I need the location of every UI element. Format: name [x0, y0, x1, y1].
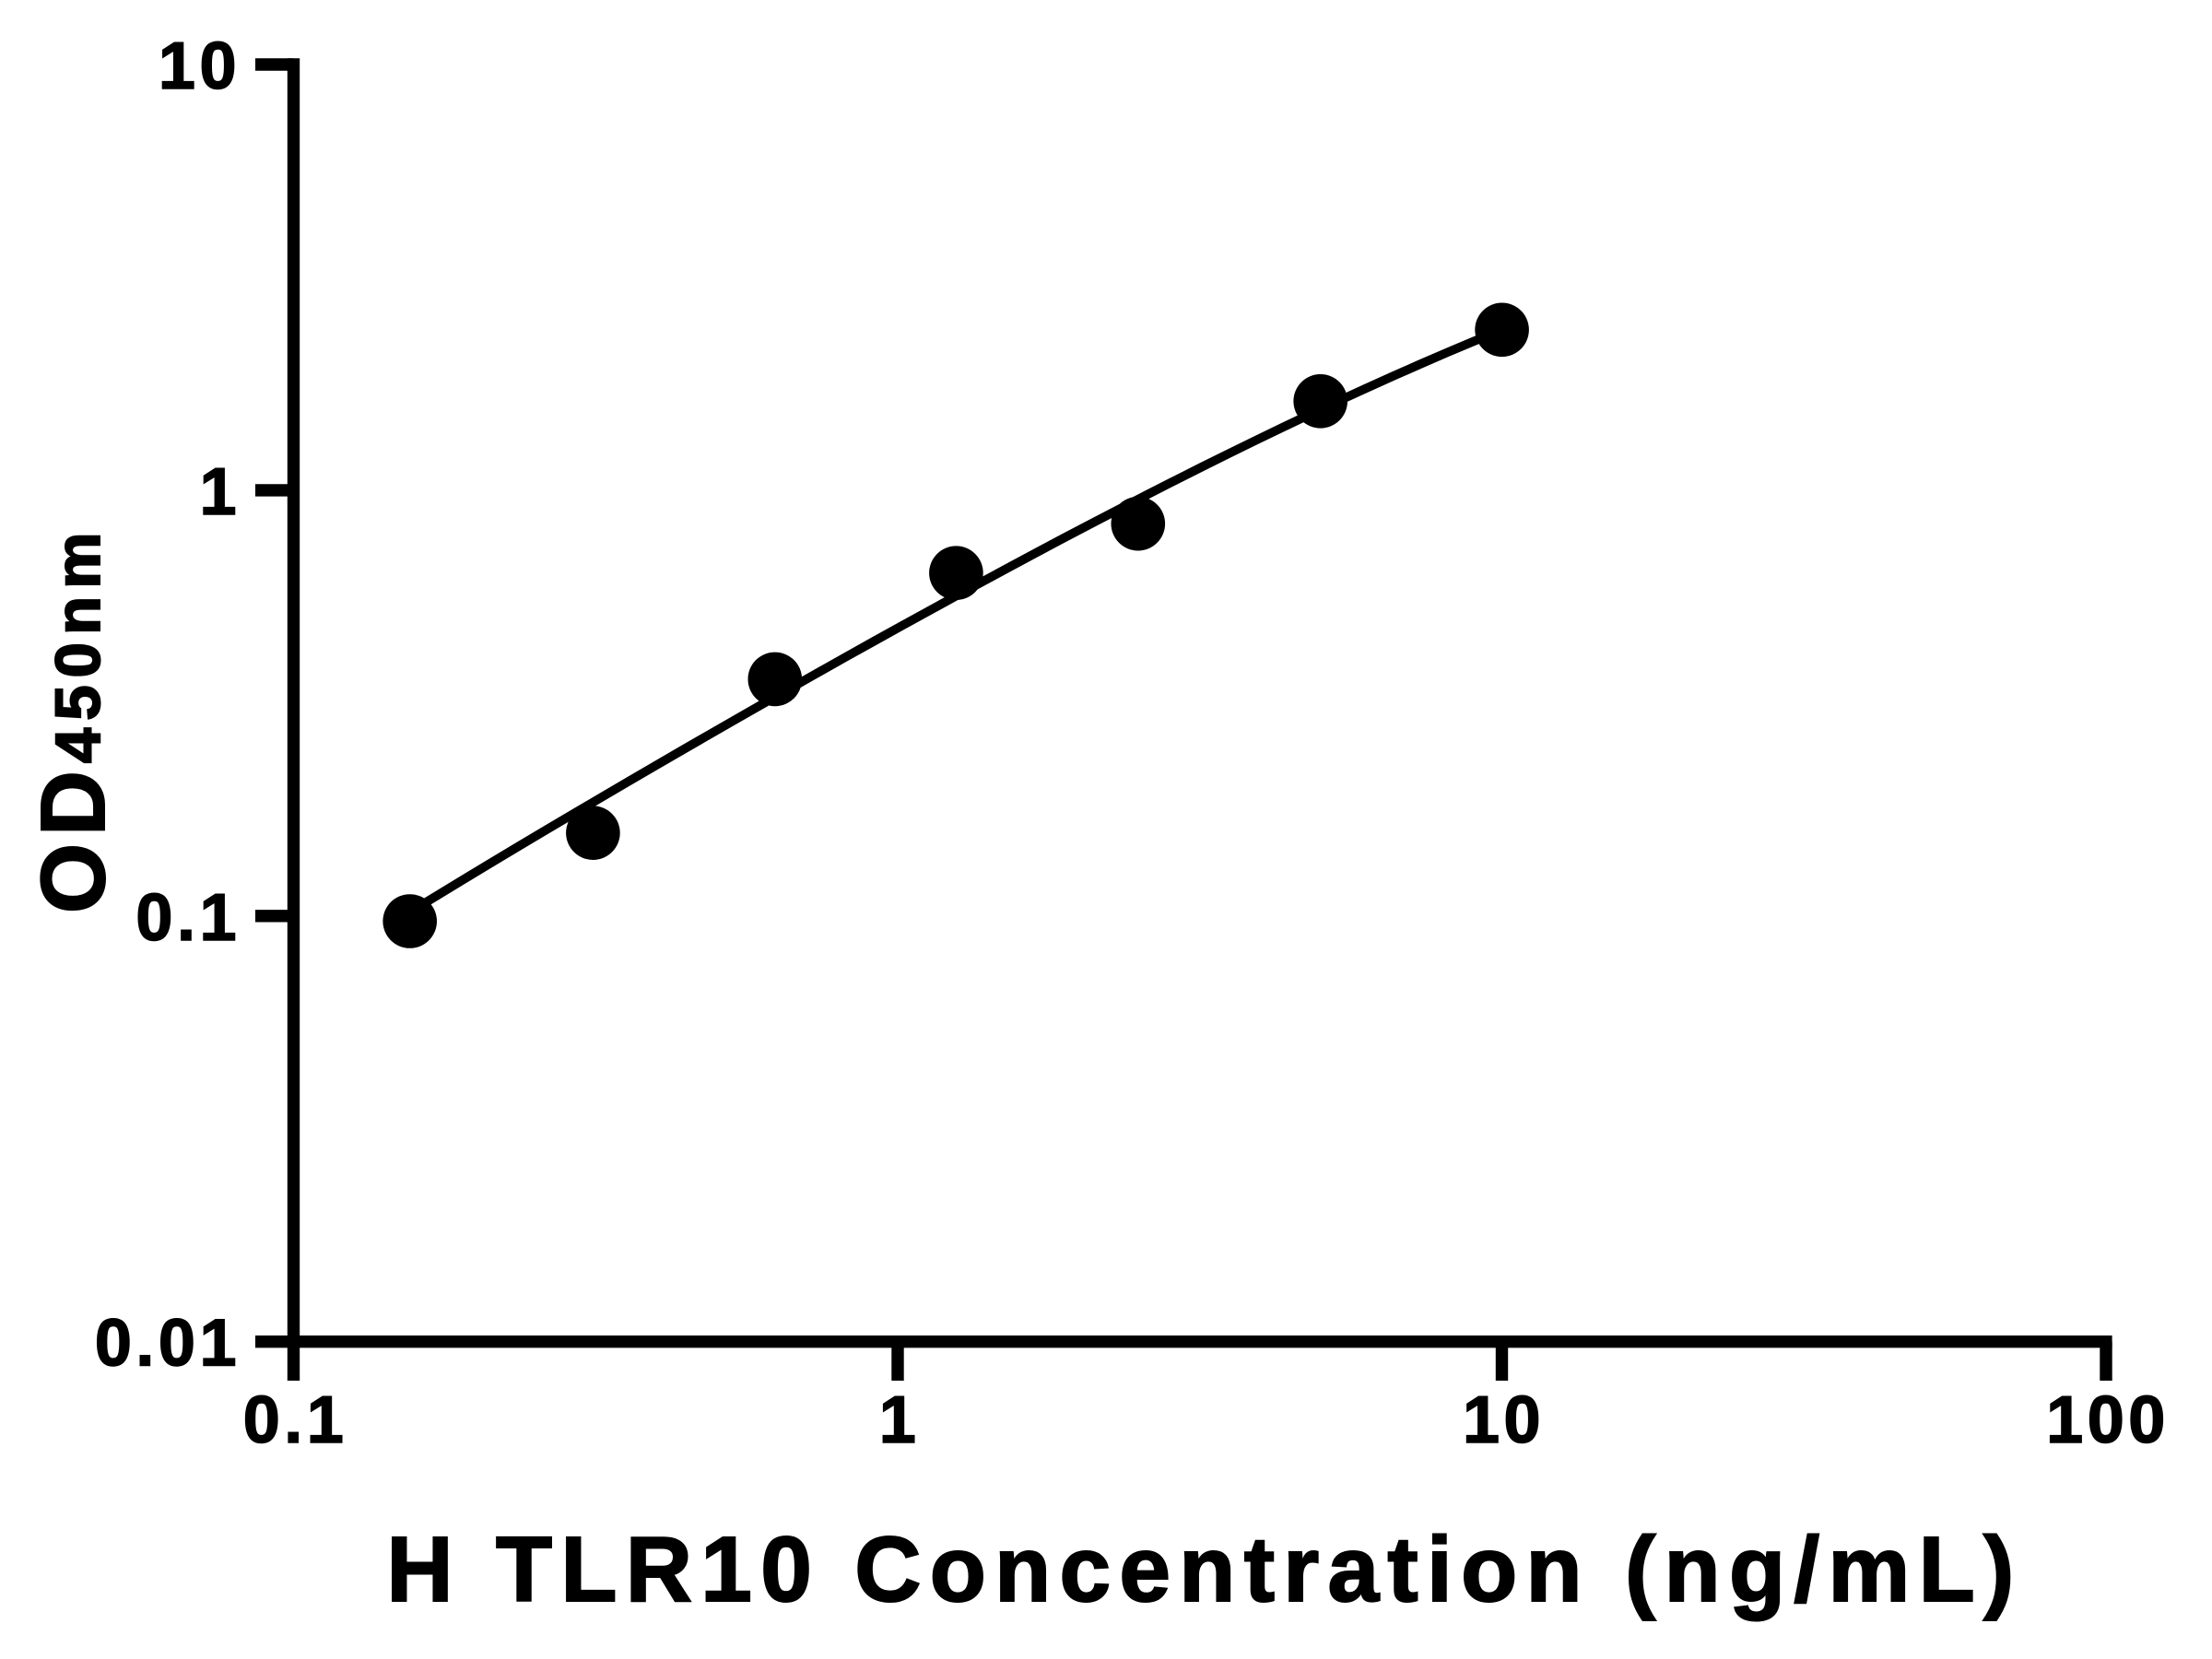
svg-text:1: 1	[199, 455, 241, 529]
svg-text:10: 10	[1463, 1383, 1545, 1457]
svg-text:0.1: 0.1	[243, 1383, 348, 1457]
svg-text:0.01: 0.01	[95, 1307, 241, 1381]
svg-text:0.1: 0.1	[135, 881, 241, 955]
svg-text:1: 1	[879, 1383, 921, 1457]
svg-text:H TLR10 Concentration (ng/mL): H TLR10 Concentration (ng/mL)	[386, 1518, 2022, 1621]
svg-text:10: 10	[159, 29, 241, 103]
svg-text:OD450nm: OD450nm	[22, 524, 124, 913]
svg-text:100: 100	[2046, 1383, 2170, 1457]
